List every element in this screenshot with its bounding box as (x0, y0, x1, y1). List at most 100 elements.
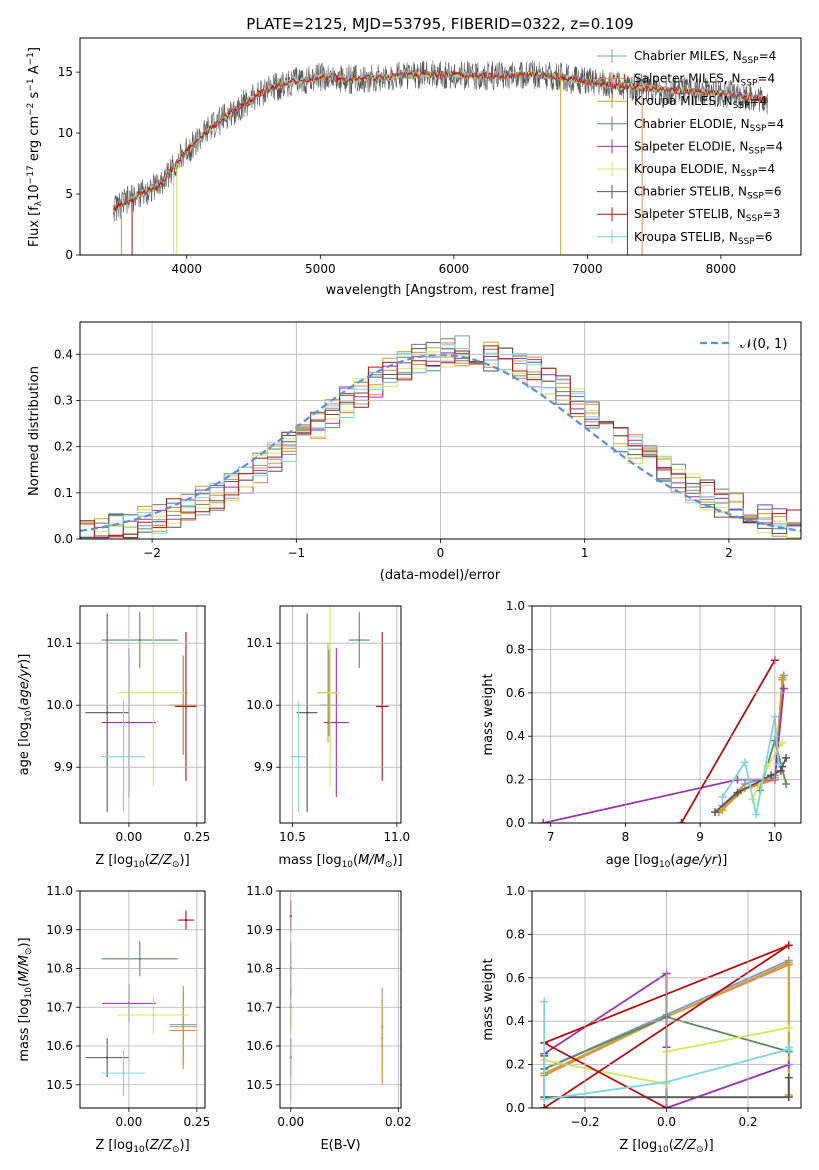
x-tick-label: 7 (547, 830, 555, 844)
y-tick-label: 0.8 (506, 927, 525, 941)
label-part: −1 (26, 78, 36, 91)
legend-label: Chabrier STELIB, NSSP​=6 (634, 185, 782, 202)
data-point (184, 705, 188, 708)
weight-marker (784, 1023, 793, 1032)
label-part: ( (670, 853, 675, 868)
label-part: ( (145, 1138, 150, 1153)
x-tick-label: 0.00 (116, 1115, 143, 1129)
axes-frame (531, 605, 802, 824)
x-tick-label: 1 (581, 546, 589, 560)
y-axis-label: age [log10​(age/yr)] (17, 654, 34, 776)
label-part: Z [log (619, 1138, 657, 1153)
y-tick-label: 10.6 (246, 1039, 273, 1053)
y-tick-label: 0.4 (54, 347, 73, 361)
label-part: )] (180, 1138, 190, 1153)
label-part: =6 (764, 185, 782, 199)
label-part: Kroupa MILES, N (634, 94, 733, 108)
label-part: 10 (24, 987, 34, 999)
label-part: 10 (27, 184, 42, 201)
label-part: M/M (17, 955, 32, 982)
y-axis-label: Normed distribution (27, 366, 42, 496)
label-part: Kroupa ELODIE, N (634, 162, 741, 176)
plot-area (290, 606, 389, 813)
axes-frame (279, 605, 402, 824)
label-part: 10 (133, 1145, 145, 1155)
label-part: M/M (358, 853, 385, 868)
data-point (297, 755, 300, 758)
y-axis-label: mass [log10​(M/M⊙​)] (17, 937, 34, 1061)
weight-marker (711, 808, 720, 817)
label-part: mass [log (17, 998, 32, 1061)
label-part: SSP (733, 101, 750, 111)
label-part: Salpeter ELODIE, N (634, 139, 748, 153)
x-tick-label: 0.00 (116, 830, 143, 844)
weight-marker (782, 753, 791, 762)
label-part: ⊙ (24, 948, 34, 956)
y-axis-label: mass weight (481, 958, 496, 1040)
x-tick-label: 11.0 (383, 830, 410, 844)
axes-frame (79, 605, 206, 824)
data-point (182, 1025, 185, 1028)
x-tick-label: 0.02 (385, 1115, 412, 1129)
label-part: ] (27, 47, 42, 52)
weight-marker (540, 997, 549, 1006)
label-part: ⊙ (696, 1145, 704, 1155)
y-tick-label: 10.6 (46, 1039, 73, 1053)
y-tick-label: 0.6 (506, 686, 525, 700)
label-part: 10 (133, 860, 145, 870)
y-tick-label: 10.9 (246, 923, 273, 937)
x-tick-label: 9 (696, 830, 704, 844)
label-part: age/yr (17, 662, 32, 705)
x-tick-label: 10 (767, 830, 782, 844)
label-part: Chabrier STELIB, N (634, 185, 747, 199)
x-tick-label: 5000 (305, 262, 336, 276)
label-part: s (27, 91, 42, 102)
legend-label: Salpeter ELODIE, NSSP​=4 (634, 139, 783, 156)
x-tick-label: 6000 (439, 262, 470, 276)
label-part: mass [log (278, 853, 341, 868)
plot-area (113, 60, 768, 255)
label-part: SSP (741, 169, 758, 179)
legend-label: Kroupa STELIB, NSSP​=6 (634, 230, 772, 247)
label-part: ⊙ (385, 860, 393, 870)
data-point (122, 1071, 125, 1075)
y-tick-label: 10.1 (46, 636, 73, 650)
label-part: ( (17, 706, 32, 711)
weight-marker (774, 760, 783, 769)
axes-frame (79, 890, 206, 1109)
label-part: SSP (748, 146, 765, 156)
x-tick-label: 0 (437, 546, 445, 560)
x-tick-label: −0.2 (570, 1115, 599, 1129)
data-point (184, 918, 188, 922)
label-part: Z/Z (673, 1138, 697, 1153)
label-part: )] (180, 853, 190, 868)
weight-marker (718, 792, 727, 801)
label-part: A (27, 65, 42, 78)
y-tick-label: 10.5 (46, 1078, 73, 1092)
weight-marker (778, 738, 787, 747)
y-tick-label: 10 (58, 126, 73, 140)
spectrum-line (113, 70, 768, 212)
axes-frame (279, 890, 402, 1109)
label-part: erg cm (27, 116, 42, 165)
y-tick-label: 10.8 (46, 962, 73, 976)
label-part: 10 (24, 710, 34, 722)
weight-marker (733, 788, 742, 797)
label-part: Z [log (95, 1138, 133, 1153)
label-part: SSP (750, 124, 767, 134)
label-part: =3 (763, 207, 781, 221)
x-tick-label: −1 (287, 546, 305, 560)
data-point (152, 1013, 155, 1017)
label-part: )] (392, 853, 402, 868)
data-point (380, 1037, 384, 1040)
legend-label: 𝒩(0, 1) (740, 337, 787, 352)
y-tick-label: 10.8 (246, 962, 273, 976)
label-part: =4 (757, 72, 775, 86)
label-part: Salpeter STELIB, N (634, 207, 746, 221)
label-part: SSP (747, 192, 764, 202)
y-tick-label: 10.0 (246, 698, 273, 712)
data-point (305, 711, 309, 714)
y-tick-label: 0.2 (506, 773, 525, 787)
label-part: SSP (738, 237, 755, 247)
